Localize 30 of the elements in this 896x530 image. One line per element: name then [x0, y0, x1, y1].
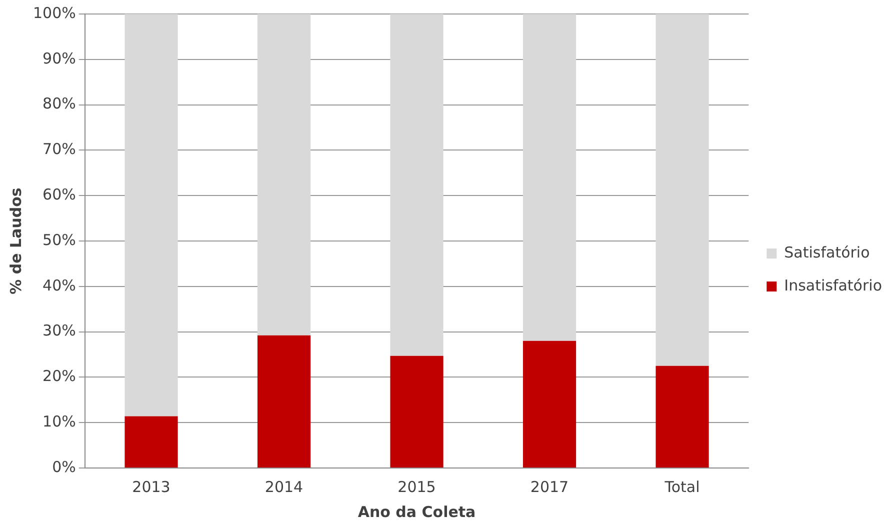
y-tick-label: 70%: [42, 140, 76, 158]
bar: [390, 356, 444, 468]
x-tick-label: 2013: [132, 478, 170, 496]
y-tick-label: 80%: [42, 94, 76, 113]
y-tick-label: 50%: [42, 230, 76, 249]
y-tick-label: 60%: [42, 185, 76, 204]
y-tick-label: 20%: [42, 367, 76, 386]
legend-label: Satisfatório: [784, 243, 870, 262]
x-tick-label: 2017: [530, 478, 569, 496]
y-tick-label: 10%: [42, 412, 76, 430]
bar: [522, 14, 576, 341]
x-axis-title: Ano da Coleta: [358, 502, 476, 521]
bar: [522, 340, 576, 468]
bar: [257, 335, 311, 468]
x-tick-label: Total: [664, 478, 700, 496]
x-tick-label: 2015: [398, 478, 436, 496]
bar: [390, 14, 444, 356]
x-tick-label: 2014: [264, 478, 304, 496]
y-tick-label: 100%: [32, 4, 76, 22]
y-tick-label: 90%: [42, 49, 76, 68]
bar: [257, 14, 311, 336]
bar: [656, 14, 709, 366]
y-tick-label: 30%: [42, 322, 76, 340]
y-axis-title: % de Laudos: [6, 188, 25, 294]
y-tick-label: 40%: [42, 276, 76, 294]
bar: [124, 416, 178, 468]
legend-label: Insatisfatório: [784, 276, 882, 294]
bar: [656, 366, 709, 468]
bar: [124, 14, 178, 416]
y-tick-label: 0%: [52, 458, 76, 476]
